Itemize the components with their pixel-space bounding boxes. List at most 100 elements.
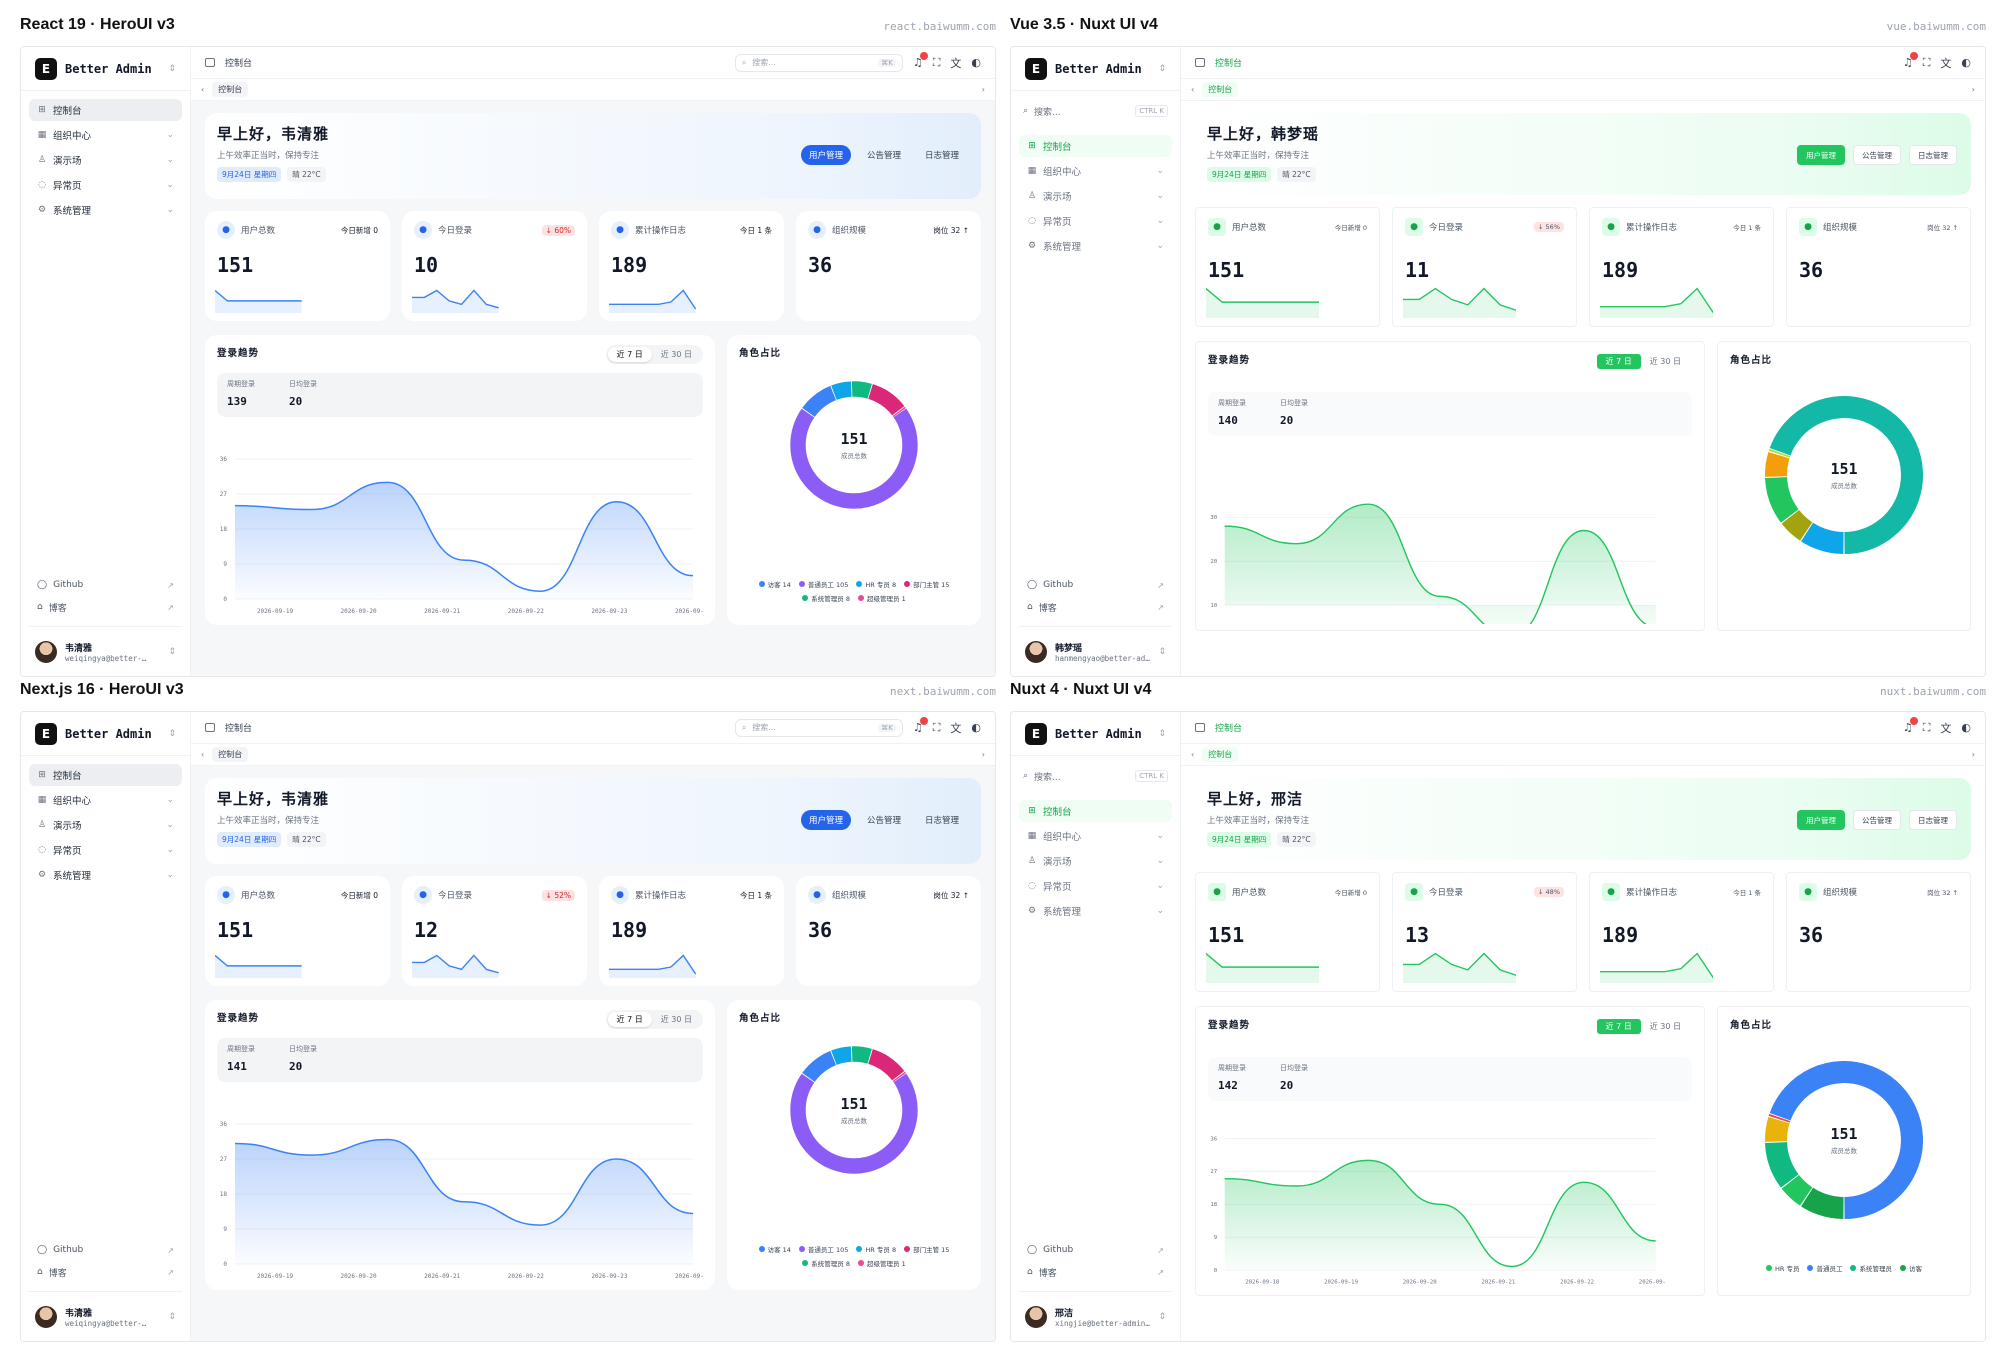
donut-slice[interactable] — [1759, 390, 1929, 560]
range-30d-button[interactable]: 近 30 日 — [660, 1015, 692, 1024]
theme-icon[interactable]: ◐ — [971, 56, 981, 69]
brand-switcher[interactable]: E Better Admin ⇕ — [21, 712, 190, 756]
footer-link[interactable]: ⌂ 博客 ↗ — [29, 596, 182, 618]
user-menu[interactable]: 韦清雅 weiqingya@better-… ⇕ — [29, 626, 182, 676]
translate-icon[interactable]: 文 — [1940, 56, 1952, 70]
donut-slice[interactable] — [784, 1040, 924, 1180]
brand-switcher[interactable]: E Better Admin ⇕ — [21, 47, 190, 91]
translate-icon[interactable]: 文 — [950, 56, 962, 70]
chevron-right-icon[interactable]: › — [1971, 750, 1975, 759]
user-menu[interactable]: 韩梦瑶 hanmengyao@better-admin.com ⇕ — [1019, 626, 1172, 676]
chevron-left-icon[interactable]: ‹ — [1191, 85, 1195, 94]
fullscreen-icon[interactable]: ⛶ — [1922, 720, 1931, 734]
sidebar-item[interactable]: ◌ 异常页 ⌄ — [29, 174, 182, 196]
bell-icon[interactable]: ♫ — [1903, 717, 1918, 734]
fullscreen-icon[interactable]: ⛶ — [932, 55, 941, 69]
range-7d-button[interactable]: 近 7 日 — [1596, 354, 1641, 369]
quick-action-button[interactable]: 用户管理 — [800, 810, 851, 830]
legend-item[interactable]: 访客 — [1899, 1263, 1922, 1273]
bell-icon[interactable]: ♫ — [1903, 52, 1918, 69]
user-menu[interactable]: 邢洁 xingjie@better-admin.com ⇕ — [1019, 1291, 1172, 1341]
quick-action-button[interactable]: 日志管理 — [924, 151, 959, 161]
sidebar-item[interactable]: ♙ 演示场 ⌄ — [29, 814, 182, 836]
legend-item[interactable]: HR 专员 8 — [856, 1244, 896, 1254]
sidebar-item[interactable]: ◌ 异常页 ⌄ — [1019, 875, 1172, 897]
sidebar-item[interactable]: ▦ 组织中心 ⌄ — [1019, 160, 1172, 182]
tab-dashboard[interactable]: 控制台 — [1202, 82, 1239, 97]
fullscreen-icon[interactable]: ⛶ — [1922, 55, 1931, 69]
sidebar-item[interactable]: ◌ 异常页 ⌄ — [29, 839, 182, 861]
panel-url[interactable]: vue.baiwumm.com — [1886, 20, 1986, 33]
sidebar-toggle-icon[interactable] — [1195, 723, 1205, 732]
donut-slice[interactable] — [784, 1040, 924, 1180]
theme-icon[interactable]: ◐ — [1961, 721, 1971, 734]
legend-item[interactable]: 系统管理员 8 — [802, 1258, 850, 1268]
translate-icon[interactable]: 文 — [1940, 721, 1952, 735]
range-30d-button[interactable]: 近 30 日 — [660, 350, 692, 359]
range-7d-button[interactable]: 近 7 日 — [607, 347, 652, 362]
quick-action-button[interactable]: 用户管理 — [800, 145, 851, 165]
quick-action-button[interactable]: 用户管理 — [1797, 810, 1845, 830]
legend-item[interactable]: HR 专员 8 — [856, 579, 896, 589]
fullscreen-icon[interactable]: ⛶ — [932, 720, 941, 734]
quick-action-button[interactable]: 公告管理 — [1853, 810, 1901, 830]
sidebar-search[interactable]: ⌕ 搜索... CTRL K — [1023, 101, 1168, 121]
search-input[interactable]: ⌕ 搜索... ⌘K — [734, 718, 903, 737]
user-menu[interactable]: 韦清雅 weiqingya@better-… ⇕ — [29, 1291, 182, 1341]
legend-item[interactable]: 部门主管 15 — [904, 579, 949, 589]
theme-icon[interactable]: ◐ — [1961, 56, 1971, 69]
sidebar-item[interactable]: ▦ 组织中心 ⌄ — [1019, 825, 1172, 847]
legend-item[interactable]: 超级管理员 1 — [858, 1258, 906, 1268]
footer-link[interactable]: ⌂ 博客 ↗ — [29, 1261, 182, 1283]
range-7d-button[interactable]: 近 7 日 — [607, 1012, 652, 1027]
quick-action-button[interactable]: 公告管理 — [866, 816, 901, 826]
chevron-right-icon[interactable]: › — [981, 750, 985, 759]
chevron-right-icon[interactable]: › — [981, 85, 985, 94]
legend-item[interactable]: 部门主管 15 — [904, 1244, 949, 1254]
legend-item[interactable]: 普通员工 105 — [798, 579, 848, 589]
footer-link[interactable]: ◯ Github ↗ — [29, 1239, 182, 1261]
quick-action-button[interactable]: 用户管理 — [1797, 145, 1845, 165]
sidebar-toggle-icon[interactable] — [205, 723, 215, 732]
legend-item[interactable]: HR 专员 — [1766, 1263, 1799, 1273]
sidebar-search[interactable]: ⌕ 搜索... CTRL K — [1023, 766, 1168, 786]
panel-url[interactable]: nuxt.baiwumm.com — [1880, 685, 1986, 698]
chevron-left-icon[interactable]: ‹ — [201, 750, 205, 759]
sidebar-item[interactable]: ▦ 组织中心 ⌄ — [29, 124, 182, 146]
tab-dashboard[interactable]: 控制台 — [212, 82, 249, 97]
sidebar-item[interactable]: ⚙ 系统管理 ⌄ — [1019, 235, 1172, 257]
brand-switcher[interactable]: E Better Admin ⇕ — [1011, 712, 1180, 756]
sidebar-item[interactable]: ♙ 演示场 ⌄ — [1019, 185, 1172, 207]
footer-link[interactable]: ⌂ 博客 ↗ — [1019, 1261, 1172, 1283]
theme-icon[interactable]: ◐ — [971, 721, 981, 734]
donut-slice[interactable] — [1759, 1055, 1929, 1225]
search-input[interactable]: ⌕ 搜索... ⌘K — [734, 53, 903, 72]
chevron-left-icon[interactable]: ‹ — [201, 85, 205, 94]
panel-url[interactable]: react.baiwumm.com — [883, 20, 996, 33]
sidebar-item[interactable]: ⊞ 控制台 — [1019, 800, 1172, 822]
donut-slice[interactable] — [1759, 390, 1929, 560]
sidebar-item[interactable]: ⊞ 控制台 — [1019, 135, 1172, 157]
quick-action-button[interactable]: 日志管理 — [1909, 810, 1957, 830]
bell-icon[interactable]: ♫ — [913, 52, 928, 69]
sidebar-item[interactable]: ⚙ 系统管理 ⌄ — [29, 864, 182, 886]
range-30d-button[interactable]: 近 30 日 — [1649, 357, 1681, 366]
range-7d-button[interactable]: 近 7 日 — [1596, 1019, 1641, 1034]
legend-item[interactable]: 访客 14 — [758, 579, 791, 589]
footer-link[interactable]: ⌂ 博客 ↗ — [1019, 596, 1172, 618]
chevron-left-icon[interactable]: ‹ — [1191, 750, 1195, 759]
sidebar-item[interactable]: ⊞ 控制台 — [29, 764, 182, 786]
footer-link[interactable]: ◯ Github ↗ — [1019, 574, 1172, 596]
legend-item[interactable]: 普通员工 — [1807, 1263, 1842, 1273]
sidebar-toggle-icon[interactable] — [1195, 58, 1205, 67]
legend-item[interactable]: 超级管理员 1 — [858, 593, 906, 603]
legend-item[interactable]: 系统管理员 8 — [802, 593, 850, 603]
translate-icon[interactable]: 文 — [950, 721, 962, 735]
quick-action-button[interactable]: 日志管理 — [1909, 145, 1957, 165]
legend-item[interactable]: 访客 14 — [758, 1244, 791, 1254]
legend-item[interactable]: 普通员工 105 — [798, 1244, 848, 1254]
tab-dashboard[interactable]: 控制台 — [212, 747, 249, 762]
quick-action-button[interactable]: 公告管理 — [1853, 145, 1901, 165]
footer-link[interactable]: ◯ Github ↗ — [1019, 1239, 1172, 1261]
bell-icon[interactable]: ♫ — [913, 717, 928, 734]
